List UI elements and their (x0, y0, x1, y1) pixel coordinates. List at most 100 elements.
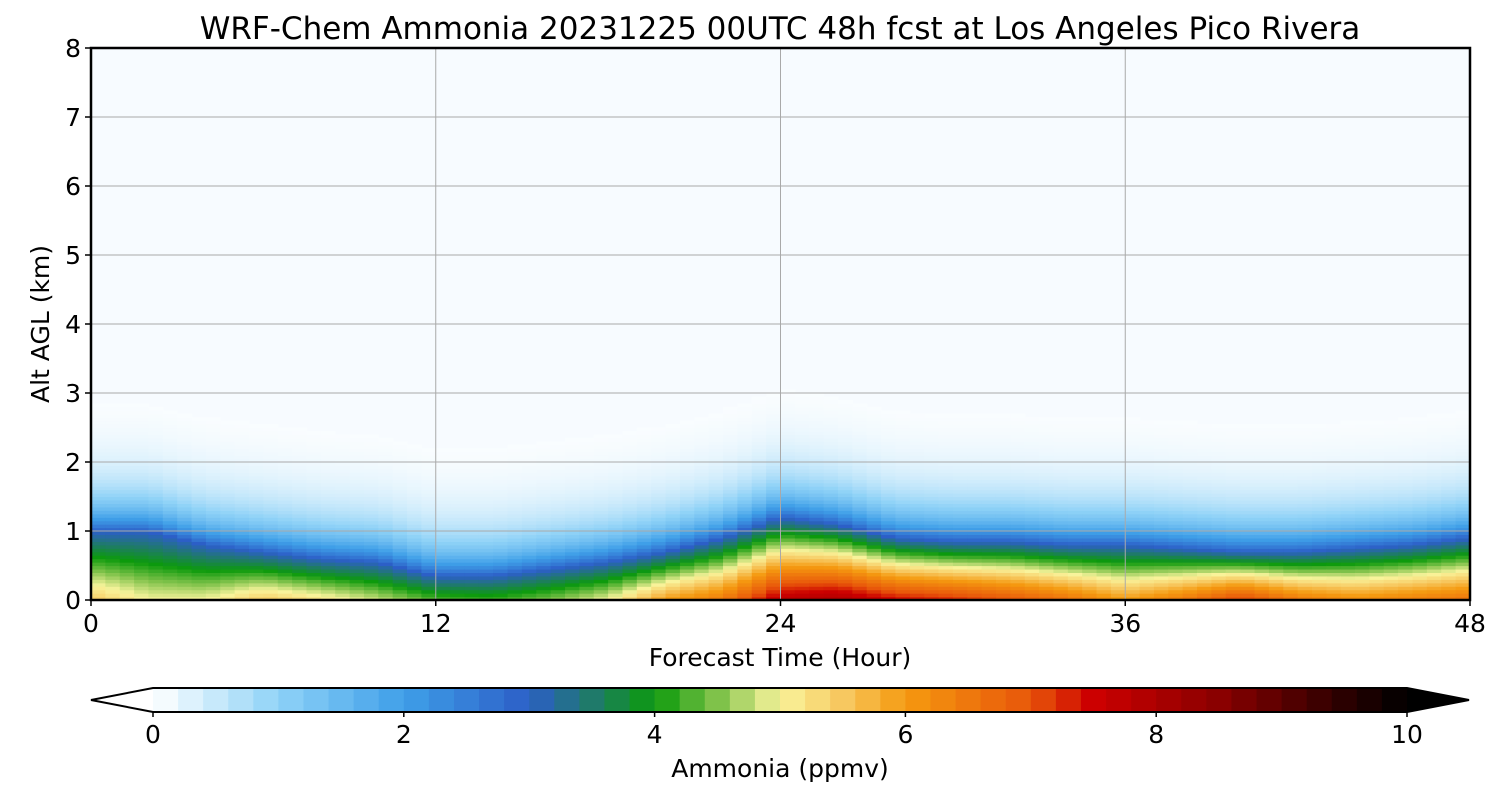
field-cell (1096, 465, 1112, 470)
field-cell (234, 430, 250, 435)
field-cell (723, 499, 739, 504)
field-cell (952, 537, 968, 542)
field-cell (320, 589, 336, 594)
field-cell (536, 510, 552, 515)
field-cell (952, 479, 968, 484)
field-cell (1426, 455, 1442, 460)
field-cell (363, 486, 379, 491)
field-cell (1412, 555, 1428, 560)
field-cell (866, 527, 882, 532)
field-cell (1383, 437, 1399, 442)
field-cell (1355, 475, 1371, 480)
field-cell (579, 596, 595, 600)
field-cell (1010, 451, 1026, 456)
field-cell (177, 520, 193, 525)
field-cell (794, 499, 810, 504)
field-cell (766, 434, 782, 439)
field-cell (1412, 486, 1428, 491)
field-cell (1412, 548, 1428, 553)
field-cell (1455, 444, 1470, 449)
field-cell (1197, 513, 1213, 518)
field-cell (450, 472, 466, 477)
field-cell (407, 575, 422, 580)
field-cell (1311, 482, 1327, 487)
field-cell (1168, 589, 1184, 594)
field-cell (119, 458, 135, 463)
field-cell (866, 444, 882, 449)
field-cell (1110, 458, 1126, 463)
field-cell (306, 462, 322, 467)
field-cell (1398, 444, 1414, 449)
field-cell (636, 482, 652, 487)
field-cell (507, 524, 523, 529)
field-cell (622, 513, 638, 518)
field-cell (938, 420, 954, 425)
field-cell (1268, 458, 1284, 463)
field-cell (679, 499, 695, 504)
field-cell (105, 424, 121, 429)
field-cell (378, 575, 394, 580)
field-cell (1197, 479, 1213, 484)
field-cell (191, 503, 207, 508)
field-cell (1311, 558, 1327, 563)
field-cell (895, 448, 911, 453)
field-cell (1254, 472, 1270, 477)
field-cell (1268, 517, 1284, 522)
field-cell (751, 517, 767, 522)
field-cell (249, 575, 264, 580)
field-cell (866, 465, 882, 470)
field-cell (1412, 430, 1428, 435)
field-cell (1110, 468, 1126, 473)
field-cell (306, 582, 322, 587)
field-cell (1125, 455, 1141, 460)
field-cell (277, 562, 293, 567)
field-cell (723, 434, 739, 439)
field-cell (866, 510, 882, 515)
field-cell (292, 441, 308, 446)
field-cell (679, 420, 695, 425)
field-cell (1082, 434, 1098, 439)
field-cell (608, 579, 624, 584)
field-cell (665, 465, 681, 470)
field-cell (1153, 537, 1169, 542)
field-cell (809, 496, 825, 501)
field-cell (1311, 448, 1327, 453)
field-cell (478, 493, 494, 498)
field-cell (421, 475, 437, 480)
field-cell (378, 593, 394, 598)
field-cell (766, 565, 782, 570)
field-cell (1110, 465, 1126, 470)
field-cell (866, 462, 882, 467)
field-cell (1268, 506, 1284, 511)
field-cell (134, 424, 150, 429)
field-cell (981, 510, 997, 515)
field-cell (1039, 455, 1055, 460)
field-cell (924, 493, 940, 498)
field-cell (306, 558, 322, 563)
field-cell (292, 586, 308, 591)
field-cell (1010, 493, 1026, 498)
field-cell (407, 472, 422, 477)
field-cell (766, 486, 782, 491)
field-cell (148, 451, 164, 456)
field-cell (464, 475, 480, 480)
field-cell (134, 558, 150, 563)
field-cell (1024, 427, 1040, 432)
field-cell (1067, 475, 1083, 480)
field-cell (550, 472, 566, 477)
field-cell (809, 413, 825, 418)
field-cell (134, 537, 150, 542)
field-cell (1168, 593, 1184, 598)
field-cell (277, 486, 293, 491)
field-cell (1211, 582, 1227, 587)
field-cell (622, 472, 638, 477)
field-cell (105, 579, 121, 584)
field-cell (1039, 596, 1055, 600)
field-cell (1168, 506, 1184, 511)
field-cell (1426, 517, 1442, 522)
field-cell (679, 537, 695, 542)
field-cell (1383, 572, 1399, 577)
field-cell (622, 568, 638, 573)
field-cell (1168, 462, 1184, 467)
field-cell (1355, 503, 1371, 508)
